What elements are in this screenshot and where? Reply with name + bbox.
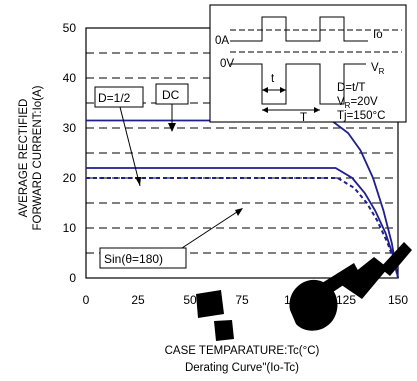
inset-tj: Tj=150°C bbox=[337, 110, 385, 122]
callout-d-half-label: D=1/2 bbox=[98, 91, 131, 105]
inset-label-t-big: T bbox=[300, 112, 307, 124]
y-tick-label: 50 bbox=[63, 21, 77, 35]
x-tick-label: 25 bbox=[131, 293, 145, 307]
y-tick-label: 30 bbox=[63, 121, 77, 135]
y-tick-label: 20 bbox=[63, 171, 77, 185]
callout-dc: DC bbox=[155, 83, 189, 132]
x-tick-label: 50 bbox=[183, 293, 197, 307]
y-tick-label: 40 bbox=[63, 71, 77, 85]
series-line-1 bbox=[86, 167, 399, 279]
watermark-logo bbox=[196, 242, 412, 341]
series-line-0 bbox=[86, 119, 399, 279]
subtitle: Derating Curve"(Io-Tc) bbox=[185, 362, 299, 374]
inset-waveform-box: 0A 0V Io VR t T D=t/T VR=20V Tj=150°C bbox=[209, 4, 407, 124]
x-axis-label: CASE TEMPARATURE:Tc(°C) bbox=[165, 345, 320, 357]
y-axis-label-line-2: FORWARD CURRENT:Io(A) bbox=[32, 85, 44, 230]
inset-vr-value: VR=20V bbox=[337, 96, 378, 110]
inset-label-0v: 0V bbox=[220, 58, 234, 70]
callout-d-half: D=1/2 bbox=[94, 86, 144, 187]
inset-label-vr: VR bbox=[371, 62, 385, 76]
x-tick-label: 150 bbox=[388, 293, 408, 307]
inset-duty: D=t/T bbox=[337, 82, 365, 94]
y-ticks: 0 10 20 30 40 50 bbox=[63, 21, 77, 285]
y-axis-label-line-1: AVERAGE RECTIFIED bbox=[18, 99, 30, 218]
inset-label-t-small: t bbox=[271, 73, 275, 85]
x-tick-label: 125 bbox=[336, 293, 356, 307]
y-tick-label: 10 bbox=[63, 221, 77, 235]
inset-label-0a: 0A bbox=[215, 35, 229, 47]
inset-label-io: Io bbox=[373, 29, 383, 41]
callout-sine: Sin(θ=180) bbox=[99, 208, 243, 269]
x-tick-label: 0 bbox=[83, 293, 90, 307]
callout-sine-label: Sin(θ=180) bbox=[104, 252, 163, 266]
callout-dc-label: DC bbox=[162, 88, 180, 102]
y-tick-label: 0 bbox=[69, 271, 76, 285]
x-tick-label: 75 bbox=[235, 293, 249, 307]
